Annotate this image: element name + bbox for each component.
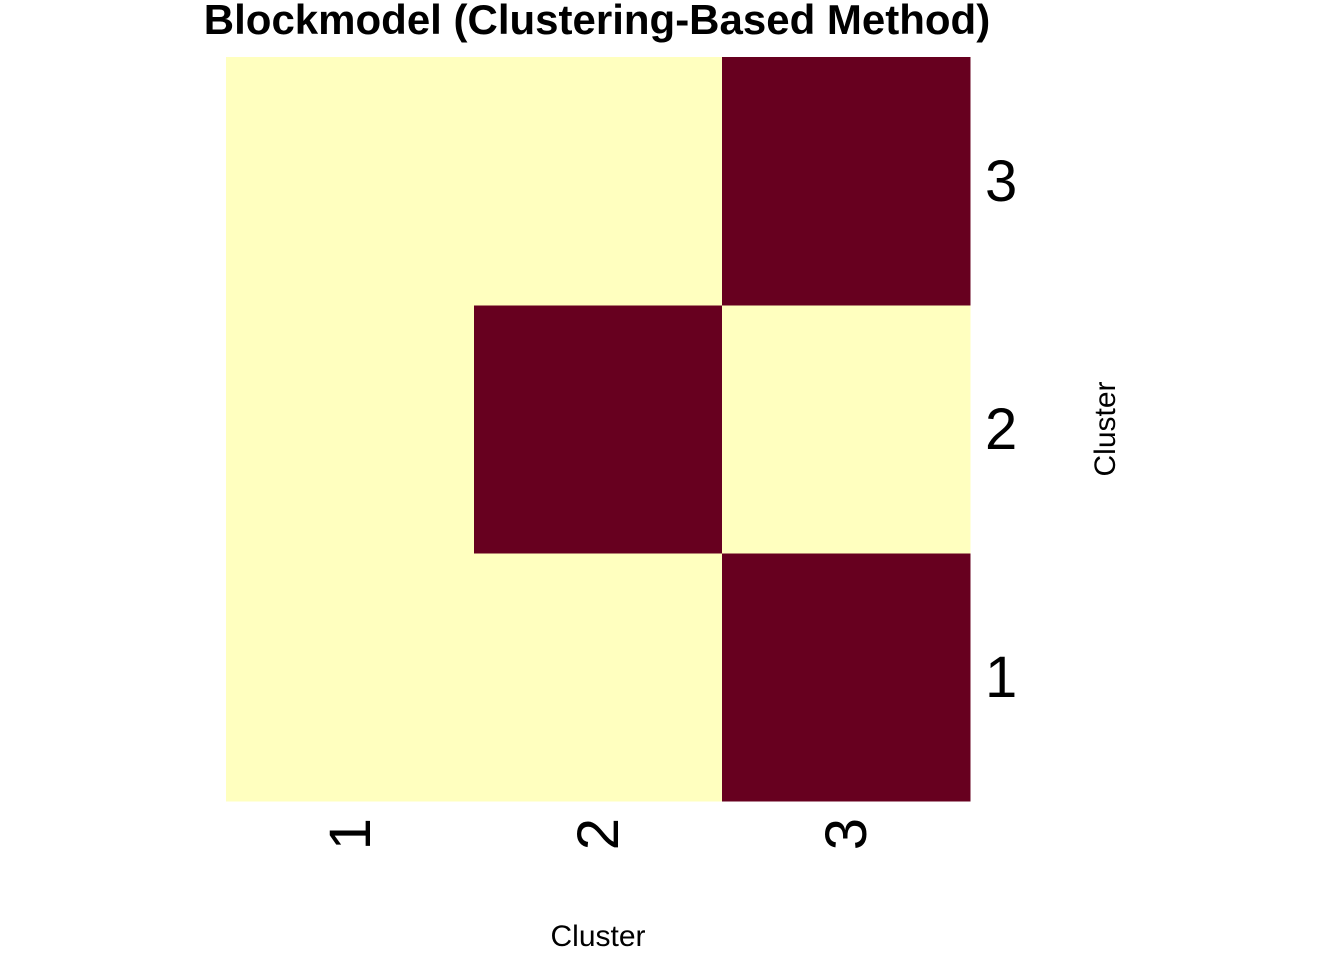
- x-tick-label: 2: [566, 818, 631, 850]
- y-tick-label: 2: [985, 397, 1017, 462]
- heatmap-cells: [226, 57, 971, 802]
- x-tick-label: 1: [318, 818, 383, 850]
- y-tick-labels: 1 2 3: [985, 149, 1017, 710]
- heatmap-cell-r2-c3: [722, 305, 971, 554]
- x-tick-labels: 1 2 3: [318, 818, 879, 850]
- y-tick-label: 1: [985, 645, 1017, 710]
- heatmap-cell-r1-c3: [722, 553, 971, 802]
- heatmap-cell-r3-c1: [226, 57, 475, 306]
- heatmap-cell-r1-c1: [226, 553, 475, 802]
- y-tick-label: 3: [985, 149, 1017, 214]
- x-tick-label: 3: [814, 818, 879, 850]
- heatmap-cell-r2-c1: [226, 305, 475, 554]
- heatmap-cell-r1-c2: [474, 553, 723, 802]
- heatmap-cell-r3-c3: [722, 57, 971, 306]
- x-axis-label: Cluster: [550, 920, 645, 953]
- heatmap-cell-r3-c2: [474, 57, 723, 306]
- heatmap-cell-r2-c2: [474, 305, 723, 554]
- y-axis-label: Cluster: [1089, 381, 1122, 476]
- chart-title: Blockmodel (Clustering-Based Method): [204, 0, 990, 43]
